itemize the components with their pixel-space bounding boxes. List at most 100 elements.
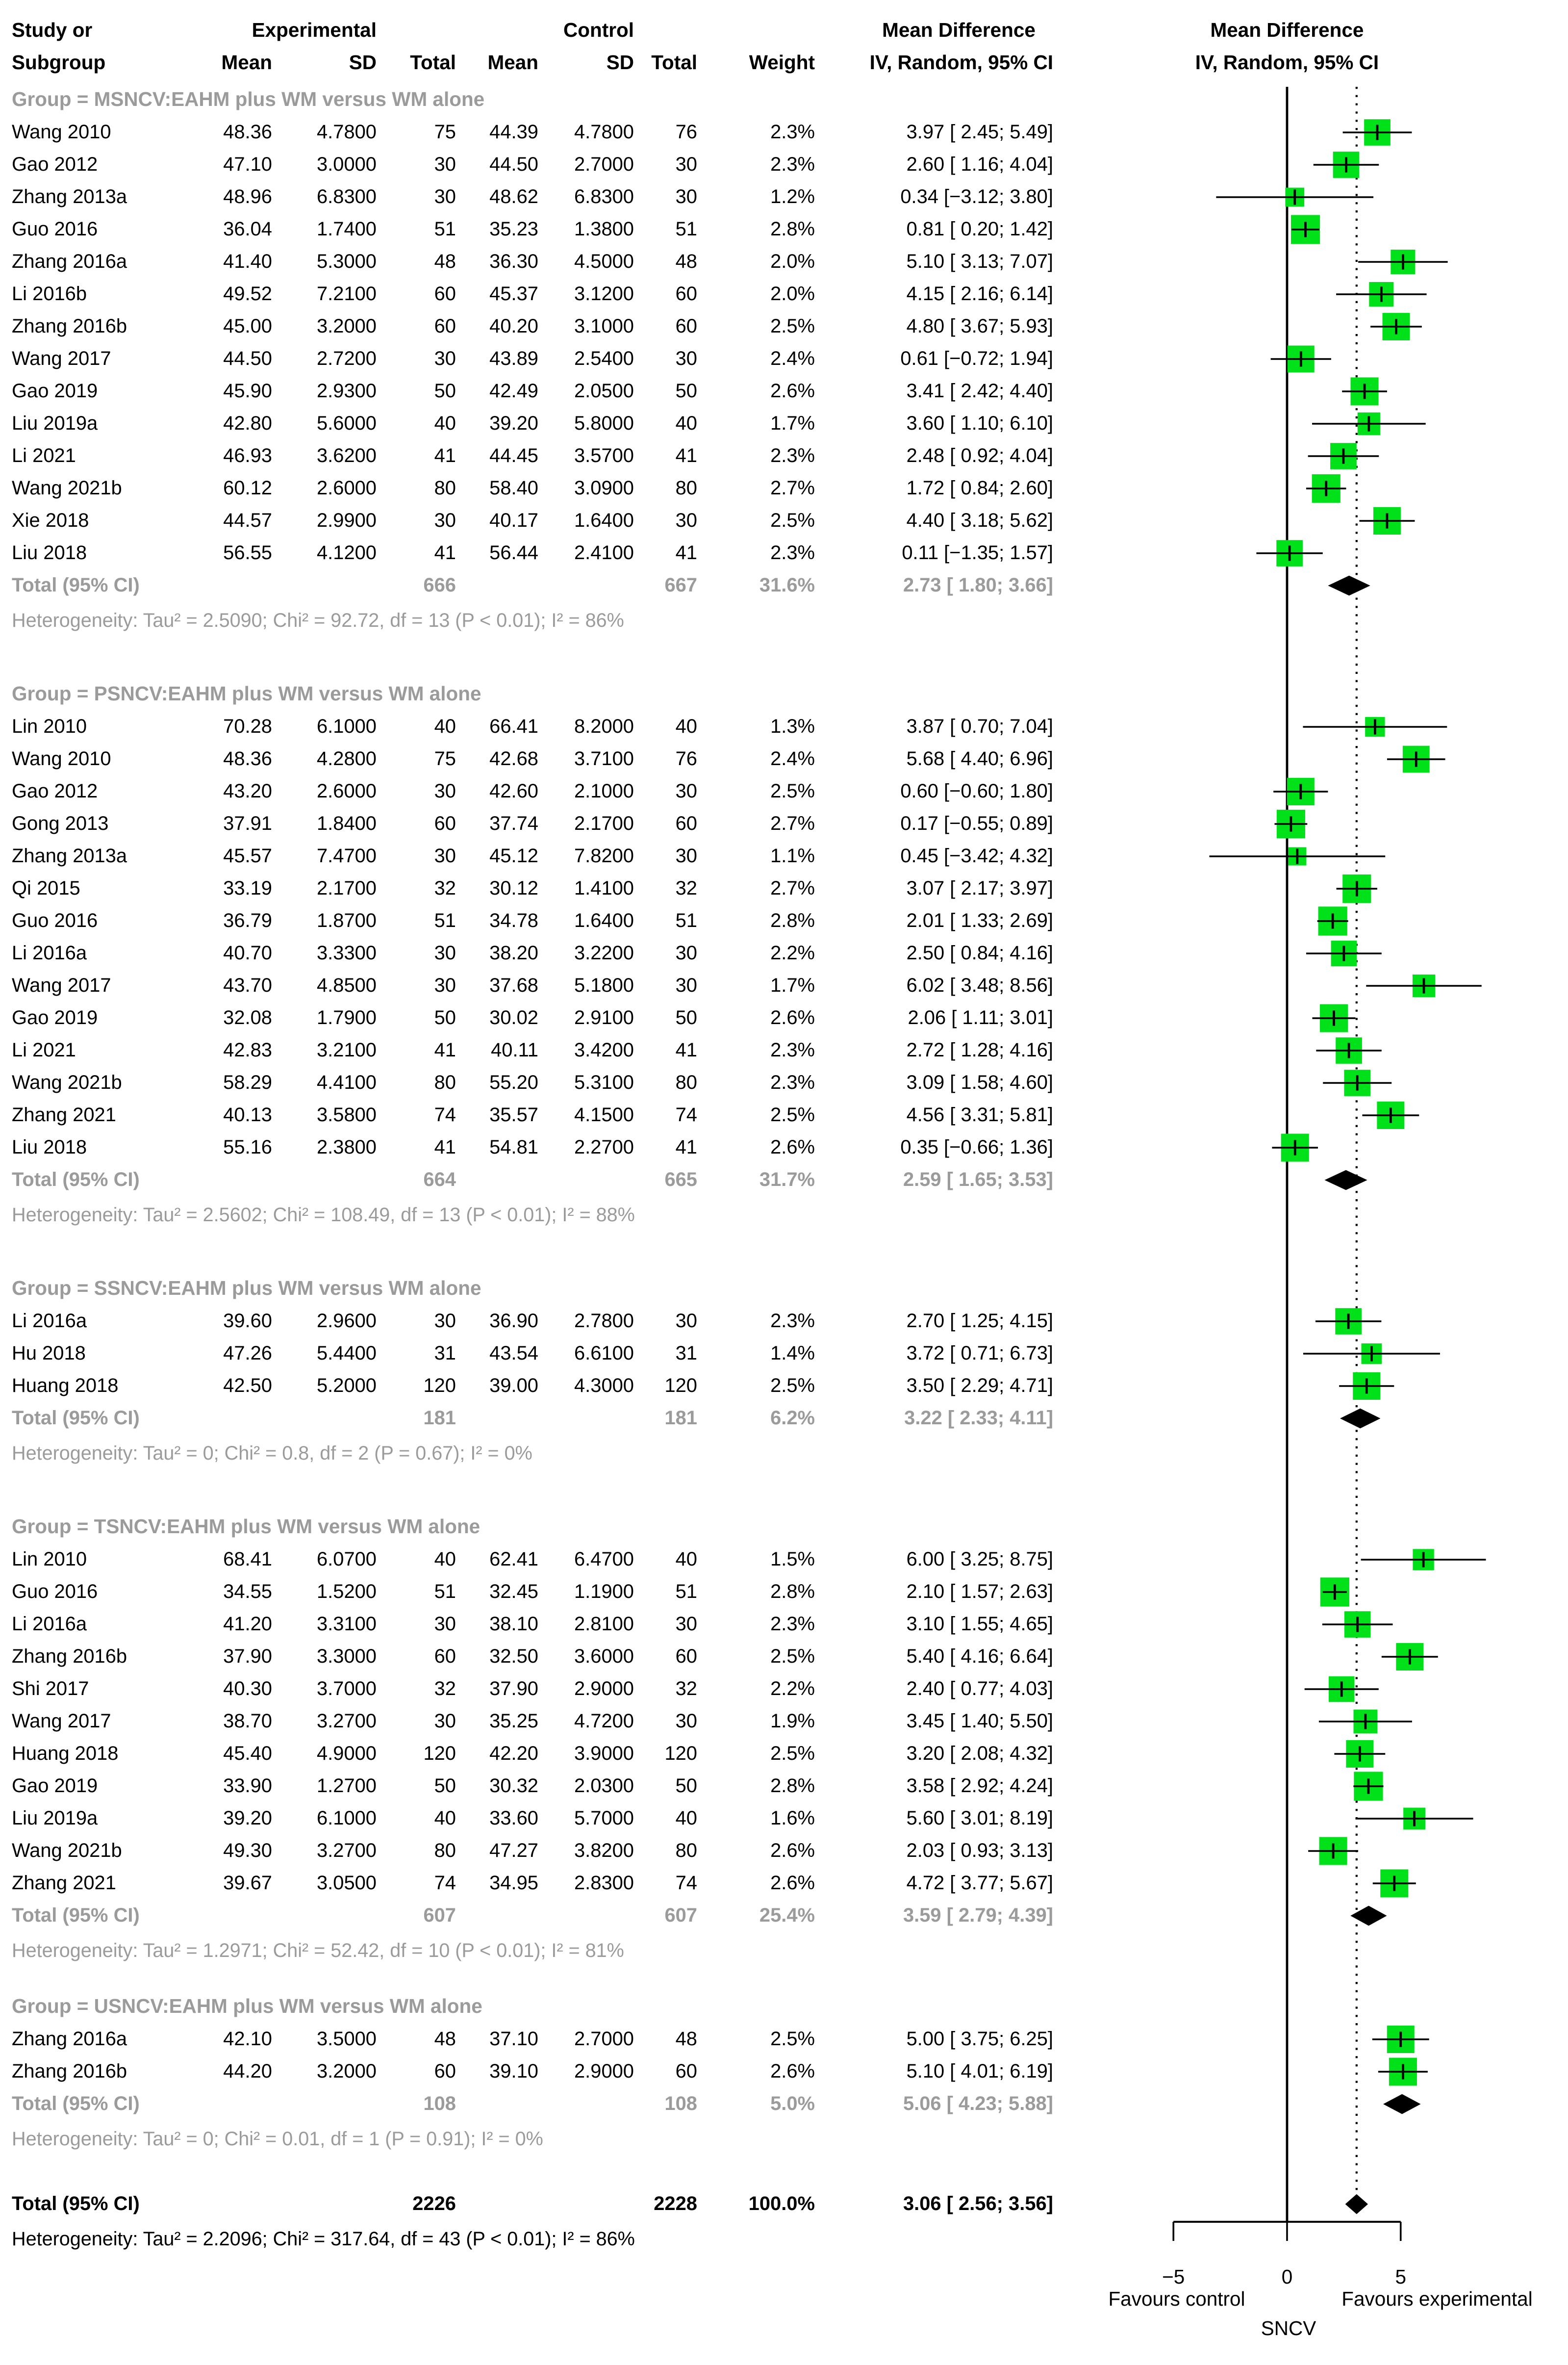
group-total-row: Total (95% CI) 108 108 5.0% 5.06 [ 4.23; 5.8… (0, 2088, 1053, 2120)
study-row: Lin 2010 68.41 6.0700 40 62.41 6.4700 40 1.5% 6.… (0, 1543, 1053, 1576)
md-ci-text: 4.80 [ 3.67; 5.93] (906, 315, 1053, 337)
ctrl-total: 120 (664, 1742, 697, 1764)
ctrl-sd: 3.8200 (574, 1839, 634, 1861)
weight: 2.0% (770, 283, 815, 305)
md-ci-text: 0.17 [−0.55; 0.89] (900, 812, 1053, 834)
ctrl-total: 41 (675, 444, 697, 466)
weight: 2.4% (770, 747, 815, 770)
exp-mean: 39.67 (223, 1872, 272, 1894)
exp-sd: 3.2000 (316, 2060, 377, 2082)
favours-left-label: Favours control (1108, 2288, 1245, 2310)
ctrl-total: 2228 (654, 2192, 697, 2214)
md-ci-text: 3.10 [ 1.55; 4.65] (906, 1613, 1053, 1635)
md-ci-text: 5.00 [ 3.75; 6.25] (906, 2028, 1053, 2050)
study-label: Wang 2021b (12, 477, 122, 499)
md-ci-text: 3.60 [ 1.10; 6.10] (906, 412, 1053, 434)
exp-mean: 44.57 (223, 509, 272, 531)
exp-mean: 33.90 (223, 1774, 272, 1797)
study-label: Lin 2010 (12, 715, 87, 737)
md-ci-text: 3.09 [ 1.58; 4.60] (906, 1071, 1053, 1093)
exp-total: 2226 (412, 2192, 456, 2214)
study-row: Guo 2016 36.79 1.8700 51 34.78 1.6400 51 2.8% 2.… (0, 905, 1053, 937)
exp-sd: 1.7900 (316, 1006, 377, 1028)
weight: 2.3% (770, 1039, 815, 1061)
md-ci-text: 2.48 [ 0.92; 4.04] (906, 444, 1053, 466)
study-label: Lin 2010 (12, 1548, 87, 1570)
weight: 2.7% (770, 877, 815, 899)
study-row: Qi 2015 33.19 2.1700 32 30.12 1.4100 32 2.7% 3.0… (0, 873, 1053, 905)
study-label: Gao 2019 (12, 380, 98, 402)
exp-sd: 3.3000 (316, 1645, 377, 1667)
x-axis-tick-label: −5 (1162, 2265, 1185, 2288)
exp-total: 30 (434, 974, 456, 996)
ctrl-total: 80 (675, 1839, 697, 1861)
ctrl-mean: 62.41 (489, 1548, 538, 1570)
ctrl-mean: 42.49 (489, 380, 538, 402)
exp-mean: 39.60 (223, 1310, 272, 1332)
exp-total: 75 (434, 747, 456, 770)
exp-sd: 1.8400 (316, 812, 377, 834)
total-ci-text: 5.06 [ 4.23; 5.88] (903, 2092, 1053, 2114)
study-row: Wang 2021b 58.29 4.4100 80 55.20 5.3100 80 2.3%… (0, 1067, 1053, 1099)
ctrl-total: 40 (675, 412, 697, 434)
weight: 1.7% (770, 974, 815, 996)
weight: 2.2% (770, 942, 815, 964)
exp-mean: 42.10 (223, 2028, 272, 2050)
md-ci-text: 0.35 [−0.66; 1.36] (900, 1136, 1053, 1158)
weight: 2.5% (770, 1104, 815, 1126)
plot-header-iv-random: IV, Random, 95% CI (1195, 51, 1379, 74)
exp-sd: 3.3300 (316, 942, 377, 964)
md-ci-text: 5.10 [ 3.13; 7.07] (906, 250, 1053, 272)
exp-mean: 45.00 (223, 315, 272, 337)
exp-total: 60 (434, 283, 456, 305)
study-row: Hu 2018 47.26 5.4400 31 43.54 6.6100 31 1.4% 3.7… (0, 1337, 1053, 1370)
exp-mean: 48.36 (223, 121, 272, 143)
x-axis-tick-label: 5 (1395, 2265, 1406, 2288)
ctrl-sd: 2.7000 (574, 153, 634, 175)
exp-mean: 49.52 (223, 283, 272, 305)
md-ci-text: 1.72 [ 0.84; 2.60] (906, 477, 1053, 499)
ctrl-mean: 66.41 (489, 715, 538, 737)
study-row: Gao 2012 47.10 3.0000 30 44.50 2.7000 30 2.3% 2.… (0, 149, 1053, 181)
ctrl-mean: 34.95 (489, 1872, 538, 1894)
study-label: Wang 2010 (12, 747, 111, 770)
study-label: Guo 2016 (12, 218, 98, 240)
ctrl-mean: 34.78 (489, 909, 538, 931)
exp-mean: 48.36 (223, 747, 272, 770)
ctrl-mean: 55.20 (489, 1071, 538, 1093)
exp-sd: 6.1000 (316, 1807, 377, 1829)
md-ci-text: 6.02 [ 3.48; 8.56] (906, 974, 1053, 996)
ctrl-total: 30 (675, 780, 697, 802)
md-ci-text: 6.00 [ 3.25; 8.75] (906, 1548, 1053, 1570)
exp-mean: 32.08 (223, 1006, 272, 1028)
ctrl-total: 80 (675, 477, 697, 499)
study-row: Gao 2019 33.90 1.2700 50 30.32 2.0300 50 2.8% 3.… (0, 1770, 1053, 1802)
study-label: Gao 2019 (12, 1006, 98, 1028)
exp-mean: 56.55 (223, 541, 272, 564)
study-row: Zhang 2016a 42.10 3.5000 48 37.10 2.7000 48 2.5… (0, 2023, 1053, 2056)
ctrl-mean: 38.20 (489, 942, 538, 964)
study-row: Huang 2018 42.50 5.2000 120 39.00 4.3000 120 2.… (0, 1370, 1053, 1402)
total-ci-text: 3.06 [ 2.56; 3.56] (903, 2192, 1053, 2214)
study-label: Zhang 2016a (12, 2028, 127, 2050)
study-row: Li 2016a 40.70 3.3300 30 38.20 3.2200 30 2.2% 2.… (0, 937, 1053, 970)
ctrl-sd: 1.1900 (574, 1580, 634, 1602)
exp-mean: 37.91 (223, 812, 272, 834)
study-label: Zhang 2016b (12, 315, 127, 337)
study-label: Li 2021 (12, 444, 76, 466)
exp-total: 51 (434, 1580, 456, 1602)
ctrl-total: 74 (675, 1872, 697, 1894)
exp-sd: 6.8300 (316, 185, 377, 207)
md-ci-text: 2.40 [ 0.77; 4.03] (906, 1677, 1053, 1699)
study-row: Wang 2017 43.70 4.8500 30 37.68 5.1800 30 1.7% 6… (0, 970, 1053, 1002)
md-ci-text: 0.81 [ 0.20; 1.42] (906, 218, 1053, 240)
ctrl-total: 60 (675, 315, 697, 337)
ctrl-total: 60 (675, 812, 697, 834)
weight: 2.7% (770, 812, 815, 834)
md-ci-text: 2.60 [ 1.16; 4.04] (906, 153, 1053, 175)
study-label: Wang 2017 (12, 347, 111, 369)
group-total-row: Total (95% CI) 666 667 31.6% 2.73 [ 1.80; 3.… (0, 569, 1053, 602)
exp-mean: 42.80 (223, 412, 272, 434)
weight: 2.6% (770, 1136, 815, 1158)
